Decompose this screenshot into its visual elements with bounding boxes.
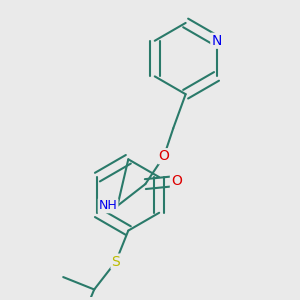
Text: O: O (158, 149, 169, 163)
Text: S: S (112, 255, 120, 268)
Text: NH: NH (99, 199, 118, 212)
Text: O: O (171, 174, 182, 188)
Text: N: N (211, 34, 222, 48)
